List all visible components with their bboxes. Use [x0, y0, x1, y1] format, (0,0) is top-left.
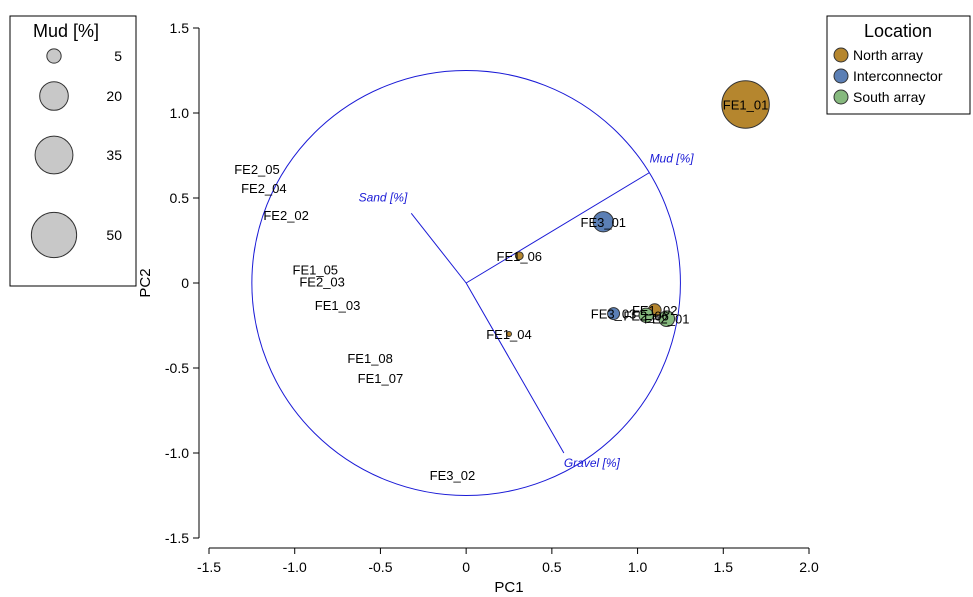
- x-tick-label: 0: [462, 559, 470, 575]
- point-labels: FE1_01FE3_01FE1_06FE1_04FE1_02FE3_03FE2_…: [234, 98, 768, 484]
- data-point: [638, 307, 654, 323]
- location-legend-label: South array: [853, 89, 925, 105]
- size-legend-circle: [34, 135, 74, 175]
- axes: -1.5 -1.0 -0.5 0 0.5 1.0 1.5 2.0 1.5 1.0 0.5 0 -0.5 -…: [137, 20, 819, 596]
- x-tick-label: 1.0: [628, 559, 648, 575]
- point-label: FE3_01: [581, 215, 627, 230]
- location-legend-title: Location: [864, 21, 932, 41]
- data-point: [592, 211, 614, 233]
- y-tick-label: 1.0: [170, 105, 190, 121]
- y-tick-label: -1.5: [165, 530, 189, 546]
- location-legend-marker: [833, 68, 849, 84]
- point-label: FE1_01: [723, 98, 769, 113]
- size-legend-circle: [39, 81, 69, 111]
- y-tick-label: 1.5: [170, 20, 190, 36]
- point-label: FE2_06: [623, 308, 669, 323]
- y-tick-label: 0: [181, 275, 189, 291]
- point-label: FE1_02: [632, 303, 678, 318]
- correlation-circle: [251, 70, 681, 496]
- size-legend-label: 35: [106, 147, 122, 163]
- location-legend-label: North array: [853, 47, 923, 63]
- x-tick-label: -0.5: [368, 559, 392, 575]
- point-label: FE1_06: [497, 249, 543, 264]
- point-label: FE1_04: [486, 327, 532, 342]
- location-legend: Location North array Interconnector South a…: [826, 15, 971, 115]
- size-legend-title: Mud [%]: [33, 21, 99, 41]
- size-legend-circle: [46, 48, 62, 64]
- vector-line: [465, 172, 650, 284]
- vector-label: Sand [%]: [359, 190, 408, 204]
- point-label: FE3_02: [430, 468, 476, 483]
- location-legend-box: [826, 15, 971, 115]
- point-label: FE1_03: [315, 298, 361, 313]
- correlation-circle-ring: [251, 70, 681, 496]
- point-label: FE1_08: [347, 351, 393, 366]
- point-label: FE2_04: [241, 181, 287, 196]
- x-tick-label: -1.0: [283, 559, 307, 575]
- vector-line: [465, 282, 565, 454]
- data-point: [658, 310, 676, 328]
- vectors: Mud [%] Sand [%] Gravel [%]: [359, 152, 695, 471]
- location-legend-marker: [833, 47, 849, 63]
- size-legend-label: 20: [106, 88, 122, 104]
- y-tick-label: -0.5: [165, 360, 189, 376]
- data-point: [721, 80, 770, 129]
- point-label: FE3_03: [591, 307, 637, 322]
- data-point: [514, 251, 524, 261]
- point-label: FE1_05: [293, 262, 339, 277]
- size-legend: Mud [%] 5 20 35 50: [9, 15, 137, 287]
- y-tick-label: -1.0: [165, 445, 189, 461]
- data-point: [506, 331, 512, 337]
- point-label: FE2_02: [263, 208, 309, 223]
- x-axis-title: PC1: [494, 579, 523, 596]
- y-tick-label: 0.5: [170, 190, 190, 206]
- vector-label: Gravel [%]: [564, 456, 621, 470]
- location-legend-marker: [833, 89, 849, 105]
- data-points: [506, 80, 770, 337]
- size-legend-label: 50: [106, 227, 122, 243]
- x-tick-label: 1.5: [714, 559, 734, 575]
- x-tick-label: 2.0: [799, 559, 819, 575]
- size-legend-circle: [30, 211, 78, 259]
- point-label: FE2_01: [644, 312, 690, 327]
- vector-line: [410, 212, 467, 284]
- size-legend-label: 5: [114, 48, 122, 64]
- point-label: FE2_05: [234, 162, 280, 177]
- point-label: FE1_07: [358, 371, 404, 386]
- x-tick-label: 0.5: [542, 559, 562, 575]
- location-legend-label: Interconnector: [853, 68, 943, 84]
- vector-label: Mud [%]: [650, 152, 695, 166]
- y-axis-title: PC2: [137, 268, 154, 297]
- point-label: FE2_03: [299, 274, 345, 289]
- x-tick-label: -1.5: [197, 559, 221, 575]
- data-point: [607, 307, 621, 321]
